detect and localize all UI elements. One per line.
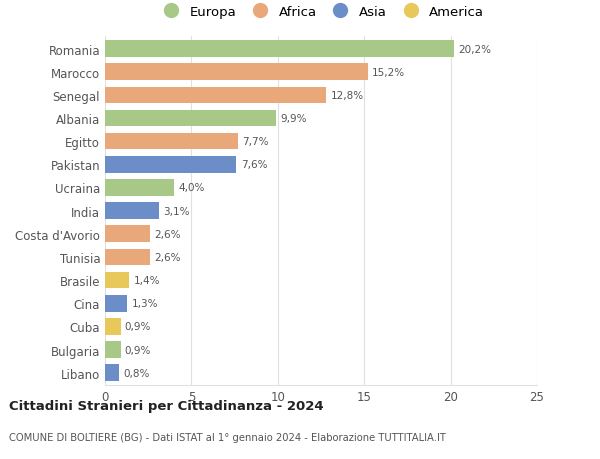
Text: 7,7%: 7,7% (242, 137, 269, 147)
Bar (105, 295, 127, 312)
Bar (105, 134, 238, 150)
Bar (105, 249, 150, 266)
Text: 4,0%: 4,0% (178, 183, 205, 193)
Bar (105, 87, 326, 104)
Text: 9,9%: 9,9% (280, 114, 307, 124)
Text: 0,8%: 0,8% (123, 368, 149, 378)
Bar (105, 203, 158, 219)
Bar (105, 111, 276, 127)
Text: 3,1%: 3,1% (163, 206, 190, 216)
Text: 2,6%: 2,6% (154, 229, 181, 239)
Bar (105, 272, 129, 289)
Bar (105, 341, 121, 358)
Text: 0,9%: 0,9% (125, 345, 151, 355)
Text: 1,4%: 1,4% (134, 275, 160, 285)
Bar (105, 364, 119, 381)
Text: 12,8%: 12,8% (331, 90, 364, 101)
Bar (105, 41, 454, 58)
Text: COMUNE DI BOLTIERE (BG) - Dati ISTAT al 1° gennaio 2024 - Elaborazione TUTTITALI: COMUNE DI BOLTIERE (BG) - Dati ISTAT al … (9, 432, 446, 442)
Bar (105, 180, 174, 196)
Bar (105, 64, 368, 81)
Bar (105, 319, 121, 335)
Bar (105, 157, 236, 173)
Text: 20,2%: 20,2% (458, 45, 491, 55)
Text: 15,2%: 15,2% (372, 67, 405, 78)
Text: 0,9%: 0,9% (125, 322, 151, 332)
Bar (105, 226, 150, 242)
Text: 1,3%: 1,3% (132, 298, 158, 308)
Text: 2,6%: 2,6% (154, 252, 181, 263)
Legend: Europa, Africa, Asia, America: Europa, Africa, Asia, America (155, 3, 487, 22)
Text: Cittadini Stranieri per Cittadinanza - 2024: Cittadini Stranieri per Cittadinanza - 2… (9, 399, 323, 413)
Text: 7,6%: 7,6% (241, 160, 267, 170)
